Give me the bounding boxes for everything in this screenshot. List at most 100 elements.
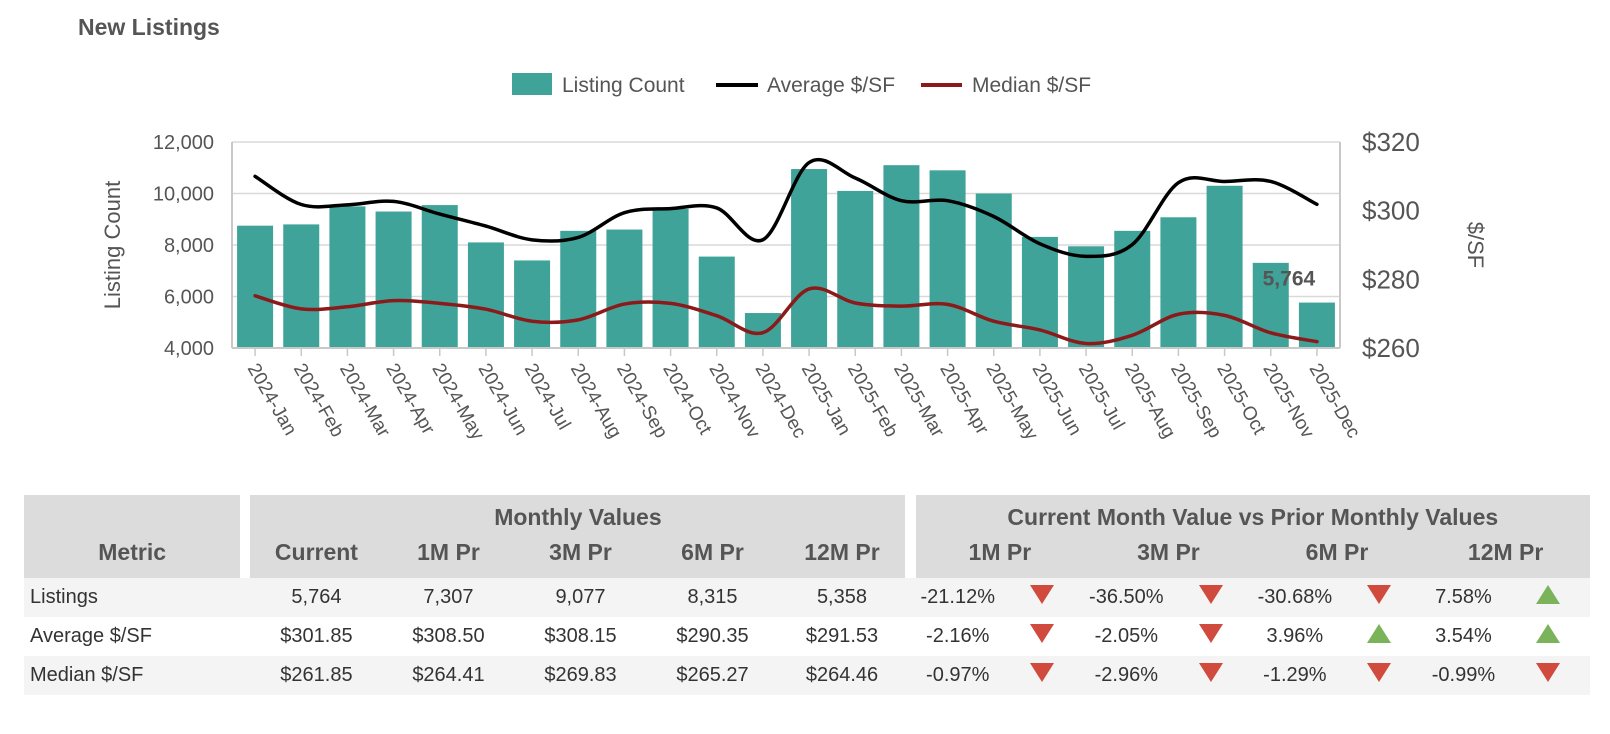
median-line (253, 286, 1319, 346)
col-header-12m-prior: 12M Pr (778, 539, 906, 578)
col-header-3m-prior: 3M Pr (514, 539, 647, 578)
triangle-down-icon (1198, 624, 1223, 643)
legend-label-average: Average $/SF (767, 74, 895, 97)
gap-cell (905, 578, 916, 617)
col-header-1m-prior: 1M Pr (382, 539, 515, 578)
metric-name-cell: Listings (24, 578, 241, 617)
bar-2024-Apr (375, 211, 412, 348)
legend-label-median: Median $/SF (972, 74, 1091, 97)
y-tick-label-right: $320 (1362, 127, 1420, 157)
metric-name-cell: Median $/SF (24, 656, 241, 695)
value-cell: 5,764 (250, 578, 383, 617)
change-indicator-cell (1505, 578, 1590, 617)
value-cell: $265.27 (646, 656, 779, 695)
y-tick-label-left: 8,000 (164, 235, 214, 257)
triangle-up-icon (1535, 585, 1560, 604)
col-header-vs-1m: 1M Pr (915, 539, 1085, 578)
combo-chart: 4,000 6,000 8,000 10,000 12,000 $260 $280 $300 $… (100, 73, 1488, 444)
value-cell: $269.83 (514, 656, 647, 695)
bar-2025-Oct (1206, 185, 1243, 348)
bar-2025-Sep (1160, 217, 1197, 348)
y-tick-label-right: $280 (1362, 264, 1420, 294)
change-pct-cell: 3.54% (1421, 617, 1506, 656)
bar-2024-Jan (237, 225, 274, 348)
legend-label-listing-count: Listing Count (562, 74, 685, 97)
change-indicator-cell (1337, 578, 1422, 617)
value-cell: $264.46 (778, 656, 906, 695)
bar-2025-Jan (791, 169, 828, 348)
change-pct-cell: -30.68% (1252, 578, 1337, 617)
value-cell: $264.41 (382, 656, 515, 695)
triangle-down-icon (1198, 663, 1223, 682)
triangle-down-icon (1198, 585, 1223, 604)
gap-cell (240, 578, 251, 617)
last-value-label: 5,764 (1263, 268, 1316, 291)
value-cell: $261.85 (250, 656, 383, 695)
change-indicator-cell (1168, 617, 1253, 656)
y-tick-label-right: $300 (1362, 196, 1420, 226)
col-header-current: Current (250, 539, 383, 578)
change-pct-cell: -1.29% (1252, 656, 1337, 695)
y-tick-label-right: $260 (1362, 333, 1420, 363)
triangle-down-icon (1367, 663, 1392, 682)
value-cell: 5,358 (778, 578, 906, 617)
monthly-values-header: Monthly Values (250, 495, 906, 539)
table-row: Average $/SF $301.85 $308.50 $308.15 $290.35… (24, 617, 1590, 656)
triangle-down-icon (1030, 663, 1055, 682)
triangle-up-icon (1535, 624, 1560, 643)
metric-column-header: Metric (24, 539, 241, 578)
bar-2024-Nov (698, 256, 735, 348)
y-tick-label-left: 10,000 (153, 184, 214, 206)
value-cell: $308.50 (382, 617, 515, 656)
change-indicator-cell (1168, 656, 1253, 695)
change-pct-cell: -2.96% (1084, 656, 1169, 695)
metrics-table-body: Listings 5,764 7,307 9,077 8,315 5,358 -21.12%… (24, 578, 1590, 695)
value-cell: $308.15 (514, 617, 647, 656)
bar-2024-Dec (744, 313, 781, 348)
bar-2024-Jul (514, 260, 551, 348)
table-row: Listings 5,764 7,307 9,077 8,315 5,358 -21.12%… (24, 578, 1590, 617)
gap-cell (240, 656, 251, 695)
change-indicator-cell (999, 578, 1085, 617)
change-pct-cell: -21.12% (915, 578, 1000, 617)
gap-cell (905, 656, 916, 695)
comparison-header: Current Month Value vs Prior Monthly Val… (915, 495, 1590, 539)
change-indicator-cell (1337, 617, 1422, 656)
change-indicator-cell (999, 617, 1085, 656)
col-header-6m-prior: 6M Pr (646, 539, 779, 578)
change-indicator-cell (999, 656, 1085, 695)
y-tick-label-left: 4,000 (164, 338, 214, 360)
gap-cell (905, 617, 916, 656)
metric-name-cell: Average $/SF (24, 617, 241, 656)
average-line (253, 158, 1319, 259)
bar-2024-Jun (467, 242, 504, 348)
triangle-down-icon (1030, 624, 1055, 643)
change-indicator-cell (1505, 617, 1590, 656)
bar-2025-Jul (1068, 246, 1105, 348)
value-cell: 8,315 (646, 578, 779, 617)
bar-2024-Mar (329, 206, 366, 348)
gap-cell (240, 617, 251, 656)
triangle-down-icon (1367, 585, 1392, 604)
col-header-vs-12m: 12M Pr (1421, 539, 1590, 578)
bar-2025-Mar (883, 165, 920, 348)
y-axis-title-left: Listing Count (100, 181, 125, 309)
value-cell: $301.85 (250, 617, 383, 656)
change-pct-cell: -2.05% (1084, 617, 1169, 656)
y-axis-title-right: $/SF (1463, 222, 1488, 268)
bar-2024-Sep (606, 229, 643, 348)
col-header-vs-6m: 6M Pr (1252, 539, 1422, 578)
value-cell: 7,307 (382, 578, 515, 617)
legend-swatch-listing-count (512, 73, 552, 95)
page-title: New Listings (78, 14, 220, 40)
bar-2024-Oct (652, 208, 689, 348)
bar-2024-Aug (560, 230, 597, 348)
metrics-table: Monthly Values Current Month Value vs Pr… (24, 495, 1590, 695)
change-pct-cell: 3.96% (1252, 617, 1337, 656)
bar-2025-Feb (837, 190, 874, 348)
change-pct-cell: -0.99% (1421, 656, 1506, 695)
table-row: Median $/SF $261.85 $264.41 $269.83 $265.27 $… (24, 656, 1590, 695)
change-indicator-cell (1337, 656, 1422, 695)
triangle-down-icon (1030, 585, 1055, 604)
triangle-up-icon (1367, 624, 1392, 643)
